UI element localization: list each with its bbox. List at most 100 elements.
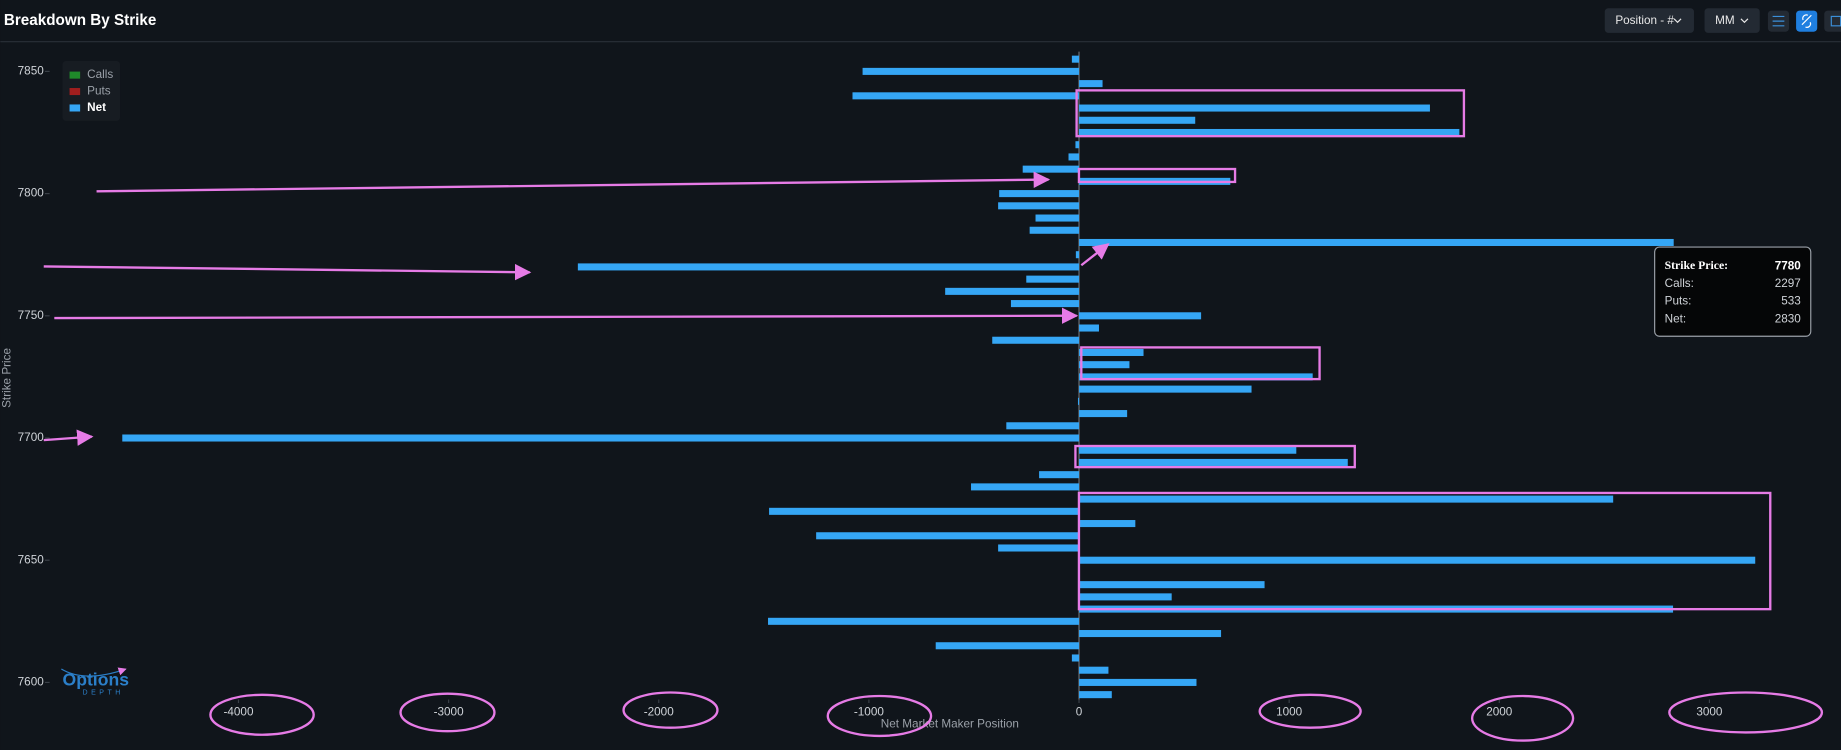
bar [1006,422,1080,430]
highlight-box [1075,89,1466,138]
highlight-box [1077,167,1237,184]
bar [1079,630,1222,638]
y-tick-label: 7800 [18,187,45,200]
bar [1079,581,1265,589]
tooltip-value: 2830 [1775,312,1802,325]
x-tick-label: 0 [1076,706,1083,719]
bar [1079,458,1348,466]
logo-swoosh [61,667,127,677]
tooltip-value: 533 [1781,295,1801,308]
bar [1022,165,1080,173]
bar [1079,128,1460,137]
bar [1010,300,1080,308]
y-axis-label: Strike Price [0,348,13,408]
legend-label: Calls [87,68,113,81]
highlight-ellipse [209,693,315,736]
dropdown-label[interactable]: MM [1715,14,1735,27]
x-tick-label: -4000 [223,706,253,719]
arrow [96,171,1051,193]
tooltip-label: Net: [1665,312,1687,325]
bar [1029,226,1080,234]
x-tick-label: 2000 [1486,706,1513,719]
highlight-box [1077,491,1772,611]
logo: Options [63,669,130,689]
bar [998,544,1080,552]
bar [999,190,1080,198]
bar [862,67,1080,75]
bar [577,263,1080,271]
bar [1079,116,1196,124]
dropdown[interactable] [1604,8,1694,33]
bar [1079,312,1202,320]
arrow [1080,243,1110,267]
bar [1079,556,1756,564]
bar [1079,373,1313,381]
bar [1079,361,1130,369]
x-tick-label: -2000 [644,706,674,719]
highlight-ellipse [622,691,719,729]
x-tick-label: -3000 [434,706,464,719]
y-tick-label: 7650 [18,553,45,566]
x-axis-label: Net Market Maker Position [881,717,1019,730]
page-title: Breakdown By Strike [4,12,157,29]
x-tick-label: -1000 [854,706,884,719]
arrow [43,429,94,446]
highlight-ellipse [826,694,933,738]
bar [971,483,1080,491]
bar [998,202,1080,210]
bar [1079,238,1674,246]
link-icon [1801,14,1812,28]
dropdown-label[interactable]: Position - # [1615,14,1674,27]
bar [1079,446,1297,454]
legend-label: Net [87,101,106,114]
y-tick-label: 7850 [18,64,45,77]
bar [1079,104,1430,112]
link-button[interactable] [1796,10,1818,32]
highlight-ellipse [1668,691,1824,734]
bar [935,642,1080,650]
fullscreen-button[interactable] [1824,10,1841,32]
bar [1079,678,1197,686]
settings-icon [1772,15,1785,27]
bar [1079,410,1128,418]
bar [1079,495,1614,503]
bar [1068,153,1080,161]
x-tick-label: 3000 [1696,706,1723,719]
chart: 7600 7650 7700 7750 7800 7850 -4000 -3000 -2000 -… [18,51,1756,719]
tooltip: Strike Price: 7780 Calls: 2297 Puts: 533 Net: 2… [1654,246,1812,337]
tooltip-title: Strike Price: [1665,259,1728,272]
bar [852,92,1080,100]
highlight-box [1080,346,1321,381]
bar [816,532,1080,540]
arrow [54,307,1079,324]
bar [1077,397,1080,405]
highlight-ellipse [1470,694,1575,742]
y-tick-label: 7750 [18,309,45,322]
highlight-box [1074,444,1356,469]
legend-swatch [69,88,81,96]
dropdown[interactable] [1704,8,1760,33]
bar [1079,80,1103,88]
bar [1039,471,1080,479]
bar [1075,251,1080,259]
bar [769,507,1080,515]
bar [1079,691,1112,699]
bar [1079,666,1109,674]
arrow [43,263,532,281]
legend-label: Puts [87,85,111,98]
chevron [1673,18,1682,24]
bar [768,617,1080,625]
bar [1071,55,1080,63]
bar [1079,520,1136,528]
chevron [1740,18,1749,24]
highlight-ellipse [399,692,496,733]
bar [992,336,1080,344]
bar [1071,654,1080,662]
bar [1079,385,1252,393]
y-tick-label: 7700 [18,431,45,444]
tooltip-label: Puts: [1665,295,1692,308]
legend-items: Calls Puts Net [69,68,113,114]
x-tick-label: 1000 [1276,706,1303,719]
